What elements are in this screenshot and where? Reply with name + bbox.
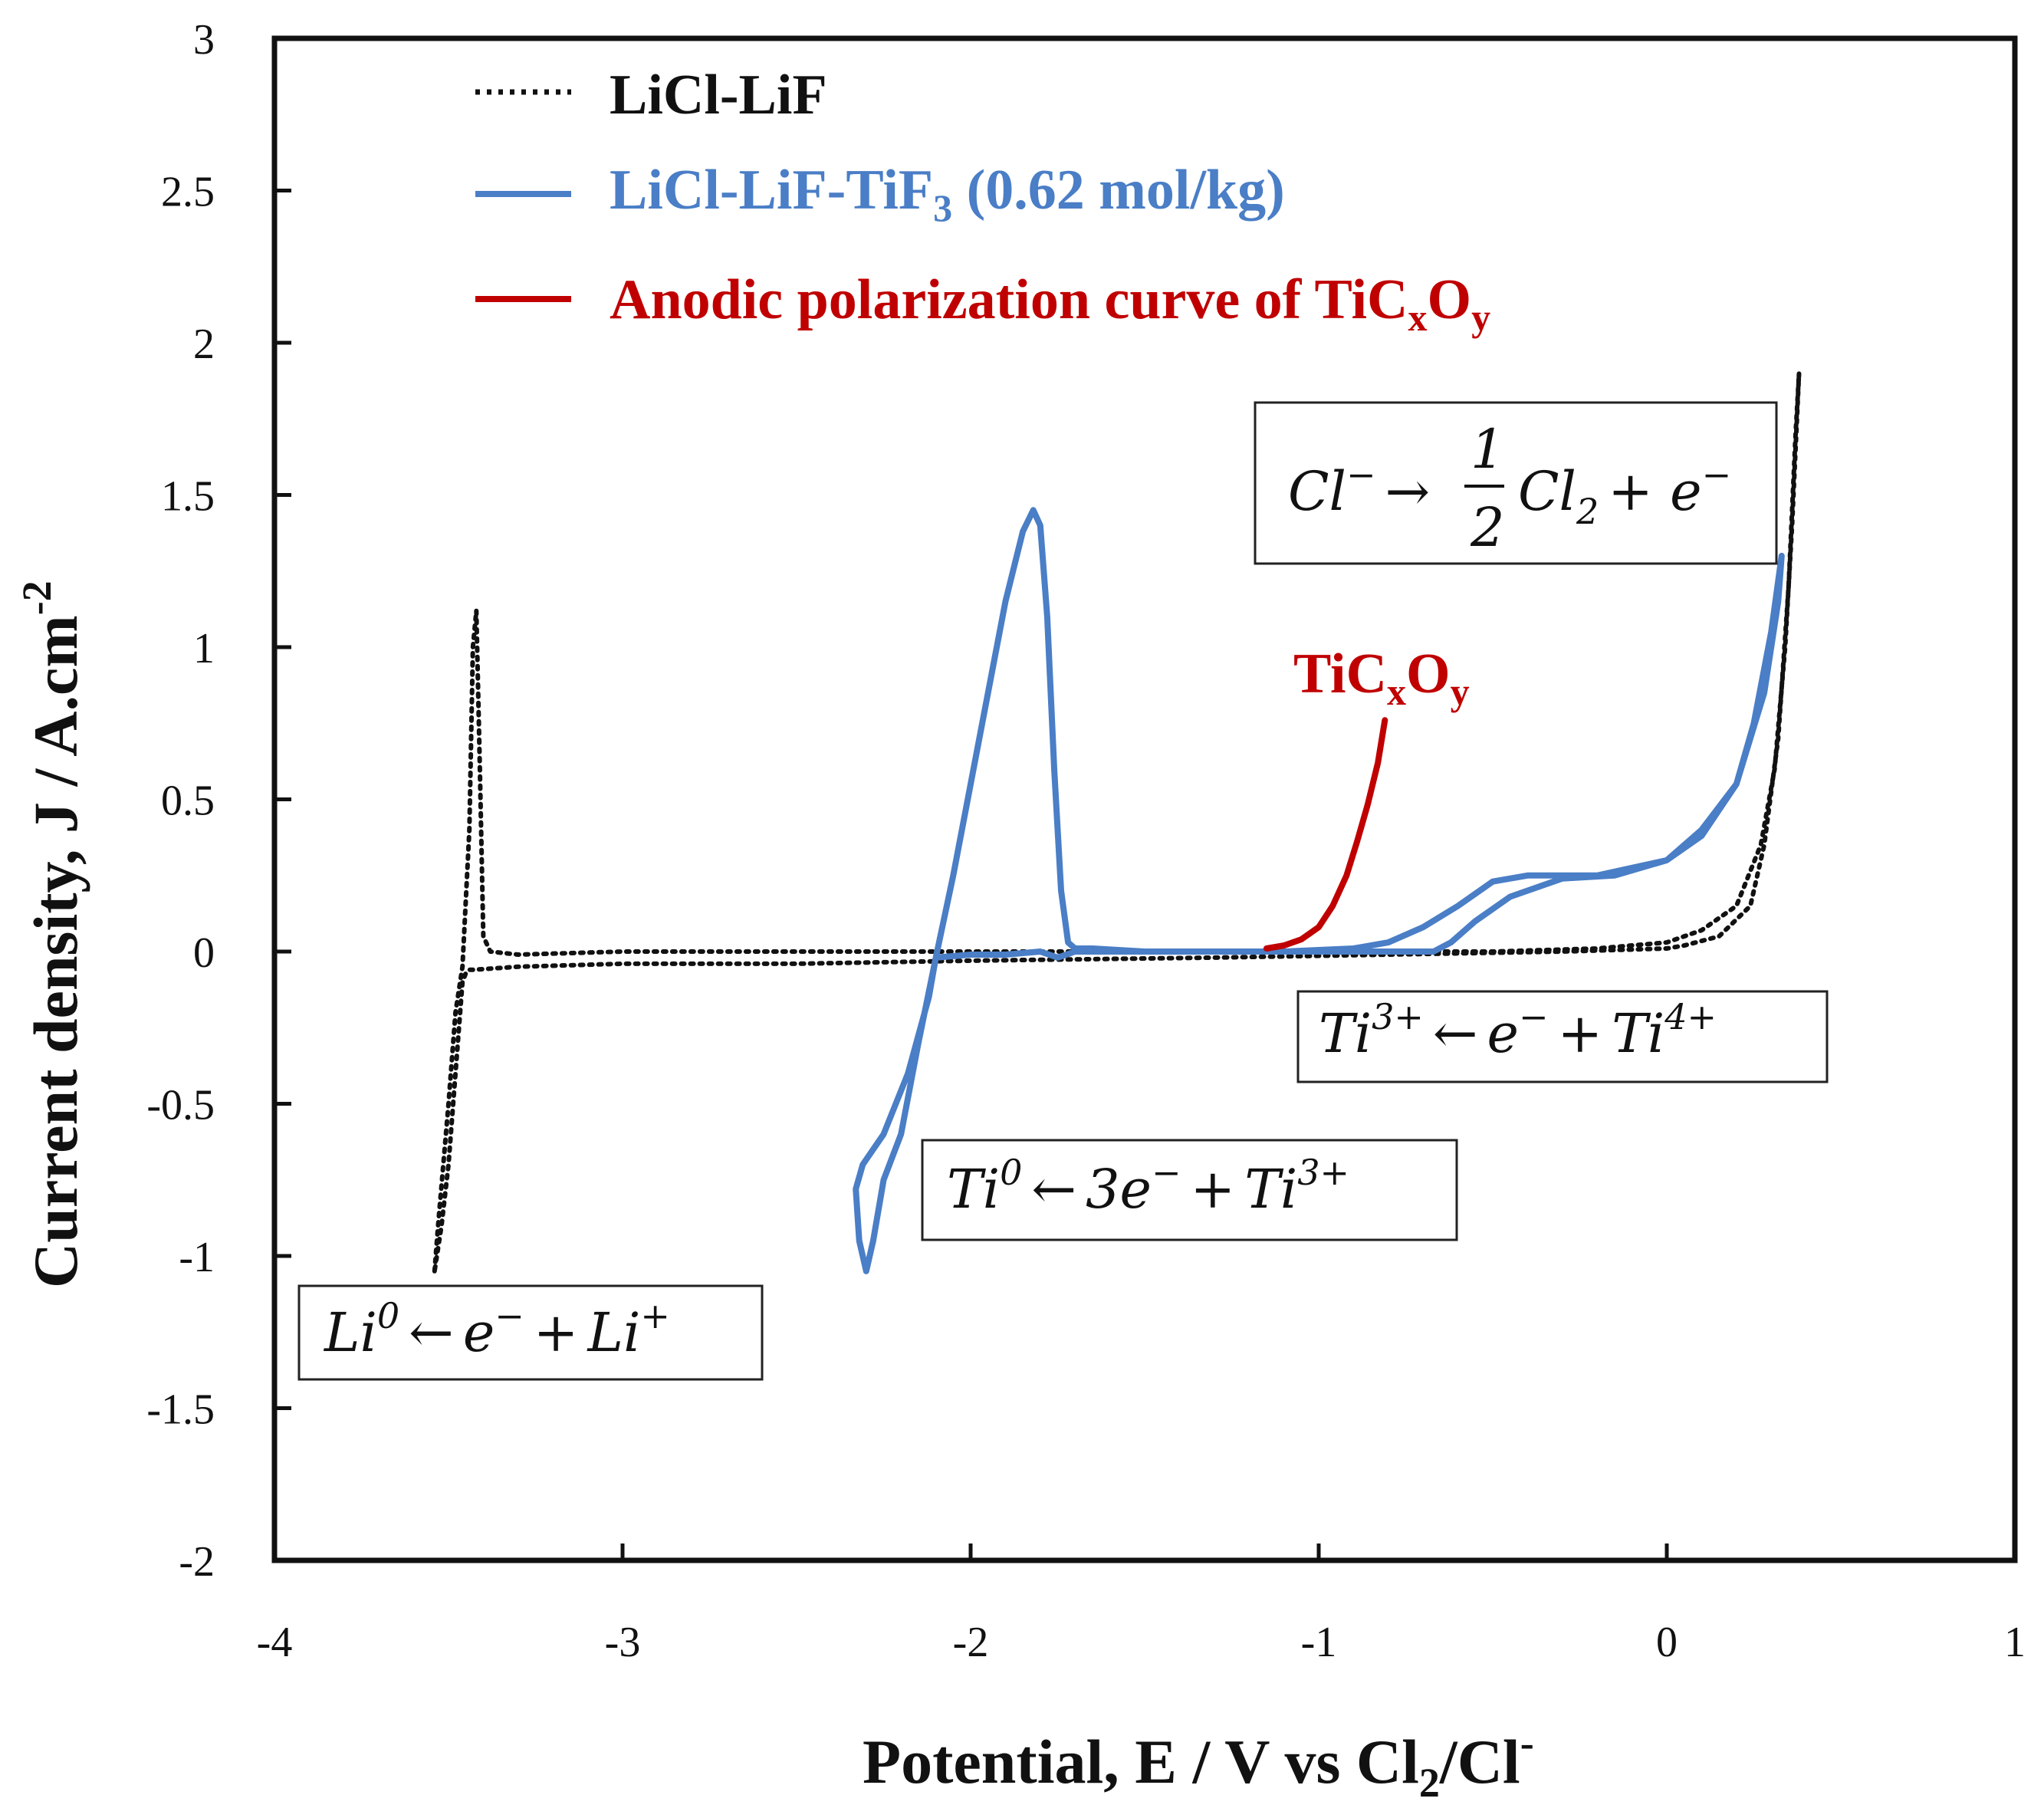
legend-label-tif3: LiCl-LiF-TiF3 (0.62 mol/kg)	[610, 159, 1285, 229]
y-tick-label: 0	[193, 929, 215, 977]
y-tick-label: -2	[179, 1538, 215, 1586]
x-tick-label: 1	[2004, 1619, 2026, 1666]
svg-text:1: 1	[1471, 418, 1505, 481]
x-tick-label: -1	[1301, 1619, 1337, 1666]
series-layer	[432, 370, 1802, 1274]
svg-text:Li0←e−+Li+: Li0 ← e− + Li+	[323, 1295, 670, 1364]
x-axis-title: Potential, E / V vs Cl2/Cl-	[863, 1720, 1534, 1806]
y-tick-label: 2	[193, 321, 215, 368]
annotation-cl-oxidation: Cl− → 1 2 Cl2 + e−	[1254, 401, 1778, 565]
legend-label-anodic: Anodic polarization curve of TiCxOy	[610, 268, 1490, 339]
annotation-ti3-ti4: Ti3+ ← e− + Ti4+	[1296, 990, 1829, 1083]
y-tick-label: 1	[193, 625, 215, 672]
y-tick-label: 2.5	[161, 169, 215, 216]
legend: LiCl-LiF LiCl-LiF-TiF3 (0.62 mol/kg) Ano…	[475, 64, 1490, 339]
svg-text:Ti3+←e−+Ti4+: Ti3+ ← e− + Ti4+	[1319, 996, 1717, 1065]
svg-text:2: 2	[1470, 496, 1505, 559]
svg-text:Ti0←3e−+Ti3+: Ti0 ← 3e− + Ti3+	[947, 1152, 1349, 1221]
y-axis-title: Current density, J / A.cm-2	[14, 580, 90, 1288]
annotation-li: Li0 ← e− + Li+	[297, 1284, 764, 1381]
y-tick-label: -1	[179, 1234, 215, 1281]
y-tick-label: -1.5	[146, 1386, 215, 1434]
y-tick-label: -0.5	[146, 1082, 215, 1129]
ticxoy-label: TiCxOy	[1293, 643, 1470, 713]
x-tick-label: 0	[1656, 1619, 1678, 1666]
y-ticks: 3 2.5 2 1.5 1 0.5 0 -0.5 -1 -1.5 -2	[146, 16, 291, 1586]
y-tick-label: 0.5	[161, 777, 215, 825]
series-licl-lif-tif3	[853, 507, 1785, 1274]
x-tick-label: -4	[257, 1619, 293, 1666]
y-tick-label: 1.5	[161, 473, 215, 521]
y-tick-label: 3	[193, 16, 215, 64]
legend-label-licl-lif: LiCl-LiF	[610, 64, 827, 127]
svg-text:Cl2+ e−: Cl2 + e−	[1518, 454, 1731, 532]
series-anodic-ticxoy	[1263, 717, 1388, 952]
x-ticks: -4 -3 -2 -1 0 1	[257, 1543, 2026, 1666]
svg-text:Cl−→: Cl− →	[1288, 454, 1430, 523]
annotation-ti0: Ti0 ← 3e− + Ti3+	[921, 1139, 1458, 1241]
x-tick-label: -2	[953, 1619, 989, 1666]
series-licl-lif	[432, 370, 1802, 1274]
x-tick-label: -3	[605, 1619, 641, 1666]
